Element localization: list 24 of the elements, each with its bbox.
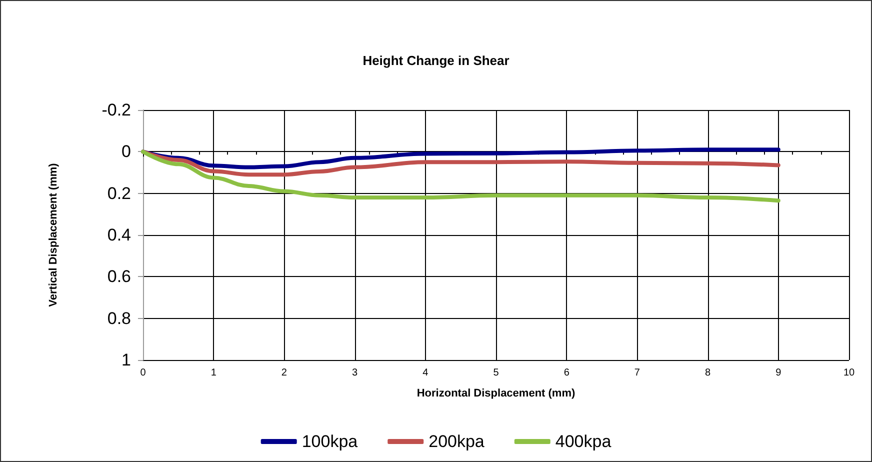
x-tick-label: 7 <box>634 368 640 378</box>
x-tick-label: 8 <box>705 368 712 378</box>
y-tick-label: 0.4 <box>107 226 131 244</box>
x-tick-label: 6 <box>564 368 570 378</box>
x-tick-label: 5 <box>493 368 500 378</box>
y-tick-label: -0.2 <box>102 100 131 120</box>
legend-label: 400kpa <box>555 432 612 451</box>
x-tick-label: 2 <box>281 368 288 378</box>
y-axis-title: Vertical Displacement (mm) <box>48 162 60 307</box>
y-tick-label: 0.2 <box>107 184 131 203</box>
x-tick-label: 3 <box>352 368 358 378</box>
y-tick-label: 0 <box>122 142 131 162</box>
legend-label: 200kpa <box>428 432 485 451</box>
y-tick-label: 0.6 <box>107 267 131 286</box>
x-axis-title: Horizontal Displacement (mm) <box>416 388 576 400</box>
line-series <box>141 150 780 203</box>
x-tick-label: 10 <box>843 368 855 378</box>
legend-label: 100kpa <box>302 432 358 451</box>
x-tick-label: 4 <box>422 368 429 378</box>
x-tick-label: 1 <box>210 368 217 378</box>
y-tick-label: 0.8 <box>107 308 131 328</box>
x-tick-label: 0 <box>140 368 146 378</box>
x-tick-label: 9 <box>776 368 782 378</box>
chart-title: Height Change in Shear <box>362 53 510 68</box>
